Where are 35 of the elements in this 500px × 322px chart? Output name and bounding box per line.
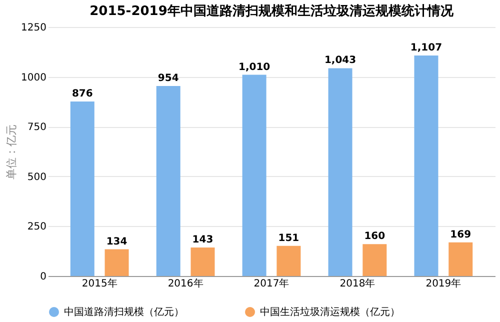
data-label: 1,010 — [238, 62, 270, 73]
y-tick-label: 500 — [27, 172, 46, 183]
bar — [190, 248, 215, 276]
data-label: 134 — [106, 236, 128, 248]
bar — [104, 249, 129, 276]
bar — [448, 242, 473, 276]
chart-title: 2015-2019年中国道路清扫规模和生活垃圾清运规模统计情况 — [90, 3, 454, 19]
y-tick-label: 750 — [27, 122, 46, 134]
legend-label: 中国生活垃圾清运规模（亿元） — [260, 306, 400, 318]
bar — [328, 68, 352, 276]
x-tick-label: 2017年 — [254, 278, 290, 290]
bar — [414, 55, 438, 276]
y-tick-label: 1250 — [21, 22, 46, 34]
x-tick-label: 2019年 — [426, 278, 462, 290]
legend-label: 中国道路清扫规模（亿元） — [64, 306, 184, 318]
data-label: 143 — [192, 234, 214, 246]
bar — [70, 102, 94, 276]
data-label: 876 — [72, 88, 93, 100]
data-label: 160 — [364, 231, 386, 242]
y-tick-label: 1000 — [21, 72, 46, 84]
bar — [362, 244, 387, 276]
bar — [156, 86, 180, 276]
y-axis-title: 单位：亿元 — [5, 124, 18, 180]
data-label: 169 — [450, 229, 472, 240]
data-label: 1,107 — [410, 42, 442, 54]
bar — [242, 74, 266, 276]
data-label: 151 — [278, 232, 300, 244]
x-tick-label: 2015年 — [82, 278, 118, 290]
data-label: 1,043 — [324, 55, 356, 66]
x-tick-label: 2018年 — [340, 278, 376, 290]
bar — [276, 246, 301, 276]
data-label: 954 — [158, 72, 179, 84]
y-tick-label: 0 — [40, 272, 46, 282]
y-tick-label: 250 — [27, 222, 46, 233]
x-tick-label: 2016年 — [168, 278, 204, 290]
